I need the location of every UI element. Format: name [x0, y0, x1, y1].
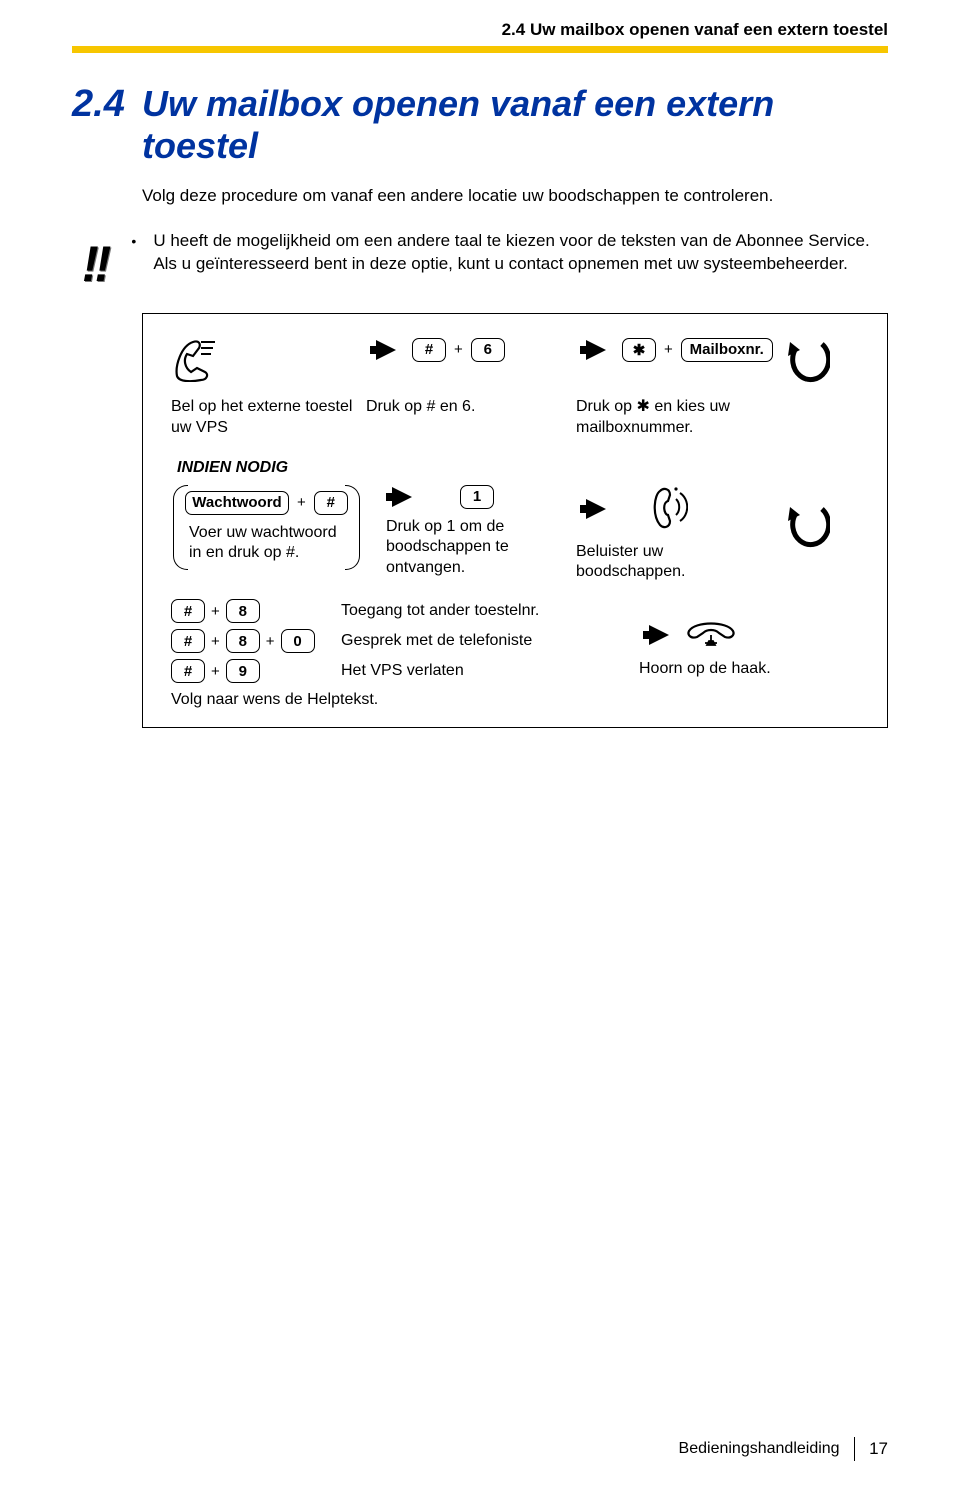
caption-hangup: Hoorn op de haak. — [639, 660, 771, 678]
note-text: U heeft de mogelijkheid om een andere ta… — [153, 230, 888, 276]
page-number: 17 — [869, 1439, 888, 1459]
key-hash: # — [171, 599, 205, 623]
key-hash: # — [314, 491, 348, 515]
followup-menu: # + 8 Toegang tot ander toestelnr. # + 8 — [171, 599, 859, 709]
plus-sign: + — [664, 341, 673, 358]
listen-handset-icon — [646, 485, 688, 534]
help-text-line: Volg naar wens de Helptekst. — [171, 691, 639, 709]
plus-sign: + — [297, 494, 306, 511]
intro-text: Volg deze procedure om vanaf een andere … — [142, 185, 888, 208]
plus-sign: + — [266, 633, 275, 650]
caption-press-1: Druk op 1 om de boodschappen te ontvange… — [366, 517, 576, 579]
key-6: 6 — [471, 338, 505, 362]
handset-onhook-icon — [685, 617, 737, 652]
page-footer: Bedieningshandleiding 17 — [679, 1437, 888, 1461]
arrow-right-icon — [392, 487, 412, 507]
footer-label: Bedieningshandleiding — [679, 1440, 840, 1458]
plus-sign: + — [211, 633, 220, 650]
menu-text-other-ext: Toegang tot ander toestelnr. — [341, 602, 639, 620]
section-heading: 2.4 Uw mailbox openen vanaf een extern t… — [72, 83, 888, 167]
arrow-right-icon — [376, 340, 396, 360]
key-hash: # — [171, 629, 205, 653]
optional-group: Wachtwoord + # Voer uw wachtwoord in en … — [173, 485, 366, 571]
key-9: 9 — [226, 659, 260, 683]
plus-sign: + — [211, 603, 220, 620]
footer-separator — [854, 1437, 856, 1461]
key-0: 0 — [281, 629, 315, 653]
bullet-dot: • — [131, 230, 153, 276]
key-mailboxnr: Mailboxnr. — [681, 338, 773, 362]
arrow-right-icon — [649, 625, 669, 645]
caption-call-vps: Bel op het externe toestel uw VPS — [171, 397, 366, 439]
caption-enter-password: Voer uw wachtwoord in en druk op #. — [185, 523, 356, 565]
plus-sign: + — [454, 341, 463, 358]
arrow-right-icon — [586, 340, 606, 360]
attention-icon: !! — [82, 230, 107, 287]
key-wachtwoord: Wachtwoord — [185, 491, 289, 515]
heading-number: 2.4 — [72, 83, 142, 126]
menu-text-operator: Gesprek met de telefoniste — [341, 632, 639, 650]
arrow-right-icon — [586, 499, 606, 519]
key-8: 8 — [226, 629, 260, 653]
note-block: !! • U heeft de mogelijkheid om een ande… — [142, 230, 888, 287]
procedure-box: # + 6 ✱ + Mailboxnr. — [142, 313, 888, 728]
handset-offhook-icon — [171, 338, 219, 387]
key-hash: # — [171, 659, 205, 683]
loop-icon — [786, 338, 830, 391]
key-1: 1 — [460, 485, 494, 509]
menu-text-leave-vps: Het VPS verlaten — [341, 662, 639, 680]
caption-listen: Beluister uw boodschappen. — [576, 542, 786, 584]
caption-press-hash-6: Druk op # en 6. — [366, 397, 576, 439]
section-rule — [72, 46, 888, 53]
loop-icon — [786, 503, 830, 556]
key-star: ✱ — [622, 338, 656, 362]
running-head: 2.4 Uw mailbox openen vanaf een extern t… — [72, 20, 888, 40]
key-8: 8 — [226, 599, 260, 623]
plus-sign: + — [211, 663, 220, 680]
if-needed-label: INDIEN NODIG — [177, 459, 859, 477]
key-hash: # — [412, 338, 446, 362]
heading-title: Uw mailbox openen vanaf een extern toest… — [142, 83, 888, 167]
caption-press-star: Druk op ✱ en kies uw mailboxnummer. — [576, 397, 786, 439]
